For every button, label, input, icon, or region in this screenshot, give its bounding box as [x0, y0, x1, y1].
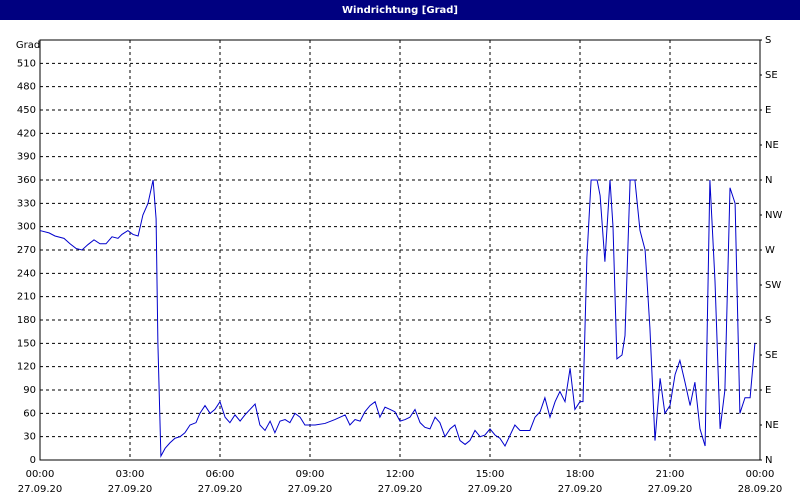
x-tick-label: 12:00	[386, 469, 415, 480]
x-tick-date: 27.09.20	[288, 484, 333, 495]
y-tick-label: 150	[17, 338, 36, 349]
y-tick-label: 60	[23, 408, 36, 419]
title-bar	[0, 0, 800, 20]
y-tick-label: 480	[17, 82, 36, 93]
chart-title: Windrichtung [Grad]	[342, 5, 458, 16]
y2-tick-label: S	[765, 315, 771, 326]
y-axis-label: Grad	[16, 40, 40, 51]
y2-tick-label: E	[765, 385, 771, 396]
y-tick-label: 90	[23, 385, 36, 396]
x-tick-date: 27.09.20	[198, 484, 243, 495]
y-tick-label: 180	[17, 315, 36, 326]
y2-tick-label: N	[765, 455, 772, 466]
y2-tick-label: NE	[765, 420, 779, 431]
y2-tick-label: N	[765, 175, 772, 186]
x-tick-label: 00:00	[746, 469, 775, 480]
x-tick-label: 21:00	[656, 469, 685, 480]
y2-tick-label: W	[765, 245, 775, 256]
y-tick-label: 510	[17, 58, 36, 69]
x-tick-date: 27.09.20	[378, 484, 423, 495]
x-tick-date: 27.09.20	[468, 484, 513, 495]
x-tick-label: 03:00	[116, 469, 145, 480]
y-tick-label: 120	[17, 362, 36, 373]
x-tick-label: 09:00	[296, 469, 325, 480]
y-tick-label: 0	[30, 455, 36, 466]
y-tick-label: 300	[17, 222, 36, 233]
y2-tick-label: NW	[765, 210, 782, 221]
y-tick-label: 330	[17, 198, 36, 209]
x-tick-date: 28.09.20	[738, 484, 783, 495]
y2-tick-label: SE	[765, 70, 778, 81]
x-tick-date: 27.09.20	[558, 484, 603, 495]
y-tick-label: 270	[17, 245, 36, 256]
y-tick-label: 240	[17, 268, 36, 279]
y-tick-label: 30	[23, 432, 36, 443]
y-tick-label: 210	[17, 292, 36, 303]
y2-tick-label: E	[765, 105, 771, 116]
x-tick-date: 27.09.20	[18, 484, 63, 495]
y-tick-label: 450	[17, 105, 36, 116]
x-tick-label: 00:00	[26, 469, 55, 480]
x-tick-date: 27.09.20	[648, 484, 693, 495]
x-tick-date: 27.09.20	[108, 484, 153, 495]
y2-tick-label: NE	[765, 140, 779, 151]
x-tick-label: 18:00	[566, 469, 595, 480]
y2-tick-label: SE	[765, 350, 778, 361]
y2-tick-label: SW	[765, 280, 781, 291]
data-line	[39, 179, 756, 458]
y-tick-label: 360	[17, 175, 36, 186]
y2-tick-label: S	[765, 35, 771, 46]
y-tick-label: 390	[17, 152, 36, 163]
x-tick-label: 06:00	[206, 469, 235, 480]
x-tick-label: 15:00	[476, 469, 505, 480]
y-tick-label: 420	[17, 128, 36, 139]
